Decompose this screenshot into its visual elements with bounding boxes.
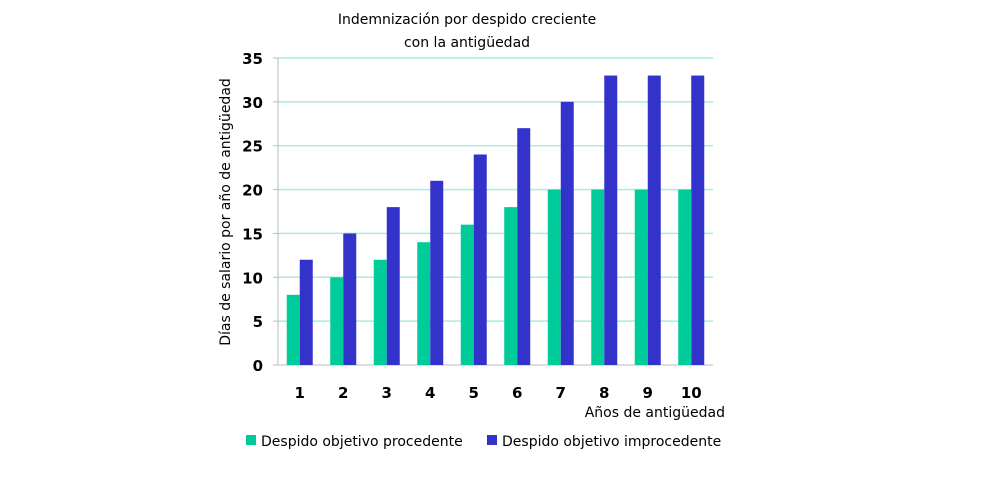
bar-procedente [330,277,344,365]
legend-swatch [487,435,497,445]
bar-procedente [547,189,561,365]
chart-title-line2: con la antigüedad [404,35,530,51]
chart-title-line1: Indemnización por despido creciente [338,12,596,28]
x-tick-label: 5 [469,384,479,402]
bar-improcedente [386,207,400,365]
bar-procedente [504,207,518,365]
x-tick-label: 6 [512,384,522,402]
x-tick-label: 1 [295,384,305,402]
bar-improcedente [430,180,444,365]
bar-improcedente [517,128,531,365]
bar-procedente [417,242,431,365]
y-tick-label: 35 [242,50,263,68]
bar-procedente [678,189,692,365]
bar-improcedente [343,233,357,365]
bar-procedente [373,259,387,365]
x-axis-label: Años de antigüedad [585,405,725,421]
y-tick-label: 30 [242,94,263,112]
bar-procedente [634,189,648,365]
x-tick-label: 2 [338,384,348,402]
bar-procedente [286,294,300,365]
x-tick-label: 10 [681,384,702,402]
y-axis-label: Días de salario por año de antigüedad [218,78,234,346]
y-tick-label: 10 [242,269,263,287]
legend-label: Despido objetivo improcedente [502,434,721,450]
bar-improcedente [691,75,705,366]
bar-procedente [460,224,474,365]
y-tick-label: 5 [253,313,263,331]
x-tick-label: 9 [643,384,653,402]
x-tick-label: 3 [382,384,392,402]
y-tick-label: 20 [242,182,263,200]
y-tick-label: 0 [253,357,263,375]
bar-improcedente [299,259,313,365]
legend-swatch [246,435,256,445]
bar-improcedente [604,75,618,366]
y-tick-label: 25 [242,138,263,156]
legend-label: Despido objetivo procedente [261,434,463,450]
bar-procedente [591,189,605,365]
bar-improcedente [560,101,574,365]
bar-improcedente [473,154,487,365]
y-tick-label: 15 [242,225,263,243]
x-tick-label: 7 [556,384,566,402]
x-tick-label: 8 [599,384,609,402]
x-tick-label: 4 [425,384,435,402]
bar-improcedente [647,75,661,366]
